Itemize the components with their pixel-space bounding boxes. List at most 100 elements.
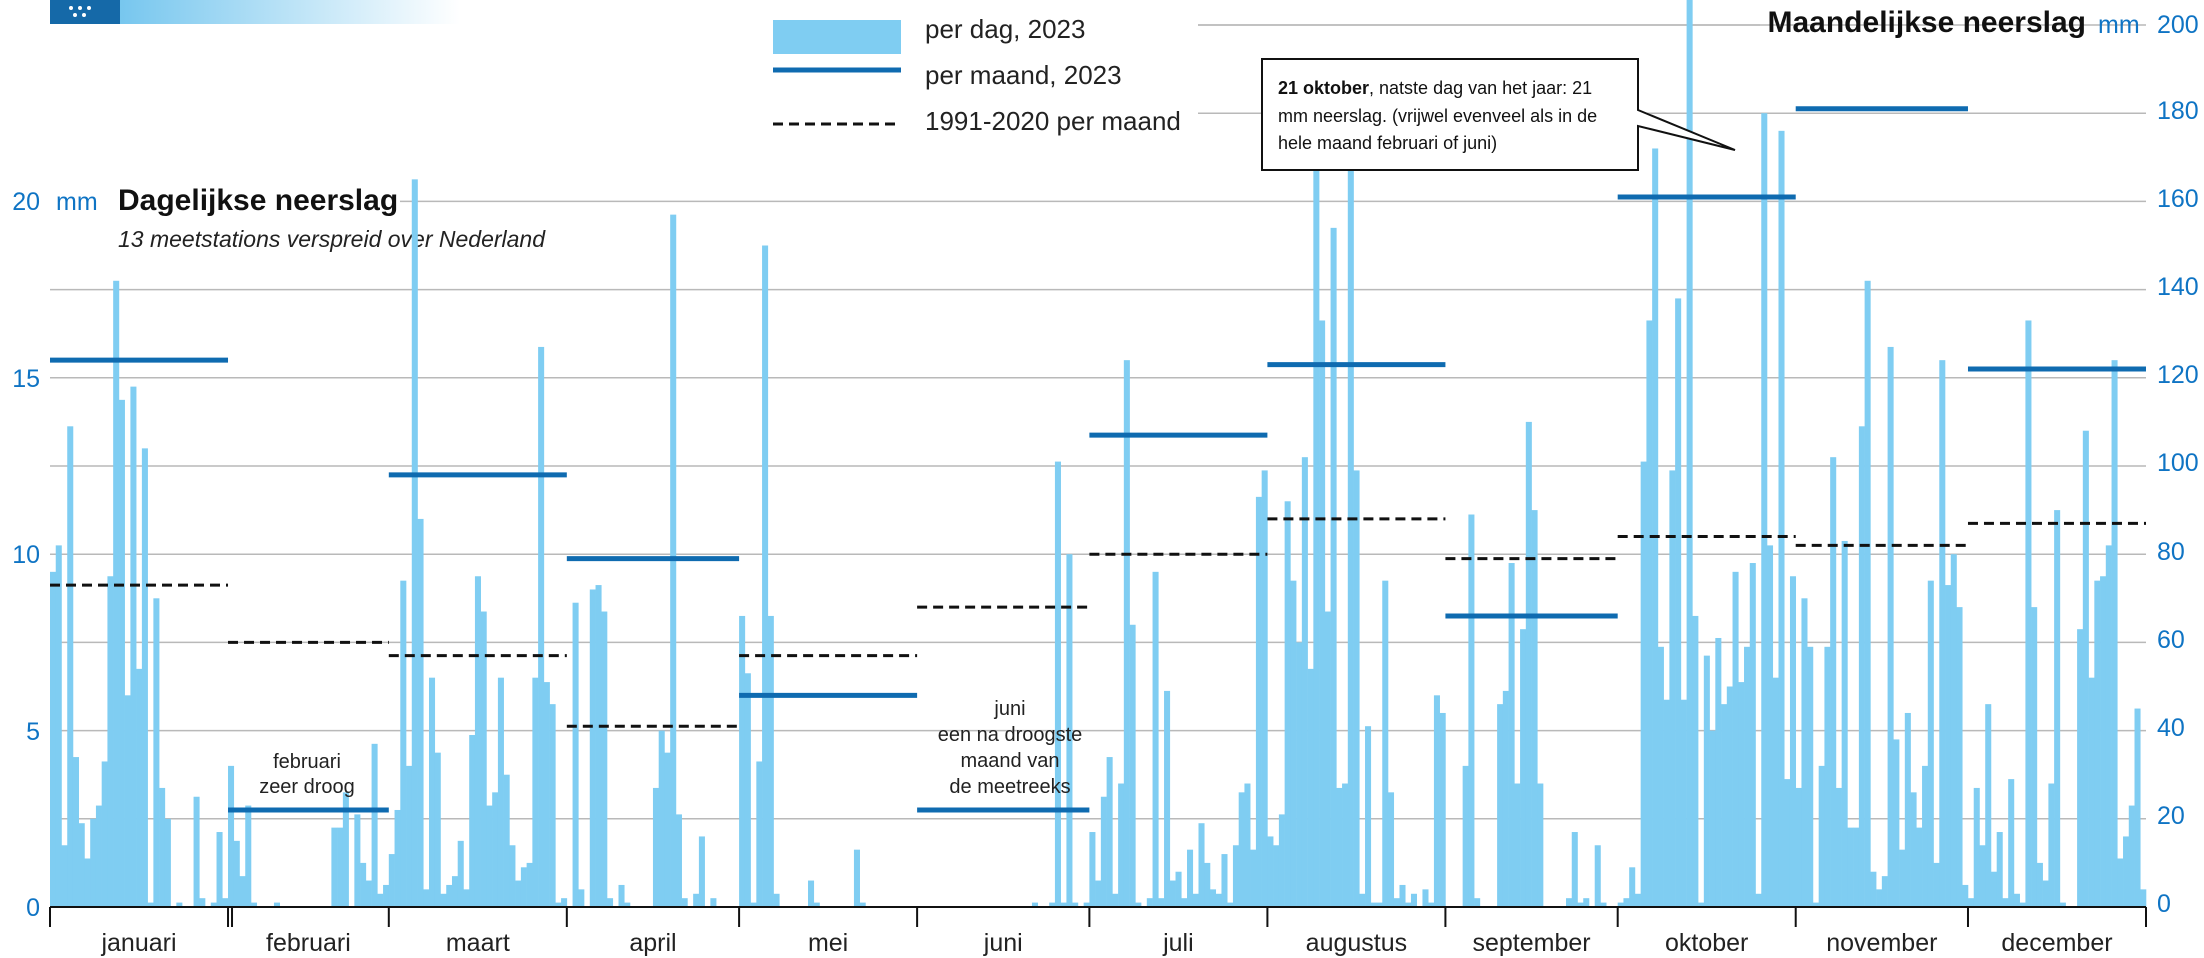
left-axis-subtitle: 13 meetstations verspreid over Nederland: [118, 226, 546, 252]
daily-bar: [1164, 690, 1171, 907]
callout-box: [1261, 58, 1736, 171]
daily-bar: [383, 884, 390, 907]
daily-bar: [2077, 629, 2084, 907]
daily-bar: [1910, 792, 1917, 907]
daily-bar: [2031, 607, 2038, 907]
daily-bar: [1410, 893, 1418, 907]
daily-bar: [2008, 779, 2015, 907]
legend-daily-swatch: [773, 20, 901, 54]
daily-bar: [147, 902, 154, 907]
daily-bar: [515, 880, 522, 907]
right-tick-label: 80: [2157, 538, 2185, 566]
daily-bar: [1571, 832, 1578, 907]
daily-bar: [1514, 783, 1521, 907]
daily-bar: [1187, 849, 1194, 907]
daily-bar: [2013, 893, 2020, 907]
daily-bar: [543, 682, 550, 907]
daily-bar: [474, 576, 481, 907]
daily-bar: [2123, 836, 2130, 907]
daily-bar: [164, 818, 171, 907]
note-juni-line: de meetreeks: [949, 776, 1070, 798]
daily-bar: [1818, 765, 1825, 907]
daily-bar: [55, 545, 62, 907]
daily-bar: [61, 845, 68, 907]
daily-bar: [710, 898, 717, 907]
daily-bar: [480, 611, 487, 907]
daily-bar: [1313, 144, 1320, 907]
daily-bar: [762, 245, 769, 907]
daily-bar: [354, 814, 361, 907]
daily-bar: [1204, 862, 1211, 907]
daily-bar: [1950, 554, 1957, 907]
daily-bar: [1916, 827, 1923, 907]
daily-bar: [1525, 421, 1532, 907]
daily-bar: [1175, 871, 1182, 907]
daily-bar: [1634, 893, 1641, 907]
daily-bar: [1680, 699, 1687, 907]
legend-daily-label: per dag, 2023: [925, 14, 1085, 44]
daily-bar: [2117, 858, 2124, 907]
month-label: december: [2001, 929, 2112, 957]
daily-bar: [440, 893, 447, 907]
daily-bar: [1922, 765, 1929, 907]
daily-bar: [90, 818, 97, 907]
daily-bar: [113, 280, 120, 907]
callout-line-2: mm neerslag. (vrijwel evenveel als in de: [1278, 106, 1597, 126]
daily-bar: [222, 898, 229, 907]
daily-bar: [538, 346, 545, 907]
daily-bar: [2100, 576, 2107, 907]
right-axis-ticks: 0 20 40 60 80 100 120 140 160 180 200: [2157, 11, 2199, 918]
daily-bar: [607, 898, 614, 907]
daily-bar: [756, 761, 763, 907]
daily-bar: [273, 902, 280, 907]
daily-bar: [1095, 880, 1102, 907]
daily-bar: [624, 902, 631, 907]
daily-bar: [1979, 845, 1986, 907]
legend: per dag, 2023 per maand, 2023 1991-2020 …: [773, 14, 1181, 136]
daily-bar: [469, 735, 476, 907]
daily-bar: [578, 889, 585, 907]
daily-bar: [193, 796, 200, 907]
month-label: augustus: [1306, 929, 1407, 957]
daily-bar: [239, 876, 246, 907]
daily-bar: [371, 743, 378, 907]
right-tick-label: 40: [2157, 714, 2185, 742]
daily-bar: [1301, 457, 1308, 907]
daily-bar: [681, 898, 688, 907]
daily-bar: [1284, 501, 1291, 907]
daily-bar: [1462, 765, 1469, 907]
note-februari-line: februari: [273, 751, 341, 773]
daily-bar: [1594, 845, 1601, 907]
daily-bar: [429, 677, 436, 907]
daily-bar: [561, 898, 568, 907]
daily-bar: [1072, 902, 1079, 907]
daily-bar: [463, 889, 470, 907]
daily-bar: [1749, 563, 1756, 907]
left-axis-ticks: 0 5 10 15 20: [12, 188, 40, 922]
daily-bar: [2140, 889, 2147, 907]
daily-bar: [1973, 787, 1980, 907]
daily-bar: [199, 898, 206, 907]
daily-bar: [50, 571, 57, 907]
daily-bar: [1135, 902, 1142, 907]
daily-bar: [1870, 871, 1877, 907]
daily-bar: [1439, 712, 1446, 907]
month-label: oktober: [1665, 929, 1748, 957]
note-juni: juni een na droogste maand van de meetre…: [938, 698, 1083, 798]
daily-bar: [118, 399, 125, 907]
daily-bar: [1347, 161, 1354, 907]
daily-bar: [1089, 832, 1096, 907]
daily-bar: [153, 598, 160, 907]
daily-bar: [1422, 889, 1429, 907]
callout-line-1: 21 oktober, natste dag van het jaar: 21: [1278, 78, 1592, 98]
daily-bar: [457, 840, 464, 907]
month-label: november: [1826, 929, 1937, 957]
daily-bar: [1703, 655, 1710, 907]
callout-wettest-day: 21 oktober, natste dag van het jaar: 21 …: [1261, 58, 1736, 171]
daily-bar: [1129, 624, 1136, 907]
daily-bar: [1761, 113, 1768, 907]
daily-bar: [1146, 898, 1153, 907]
daily-bar: [130, 386, 137, 907]
daily-bar: [1830, 457, 1837, 907]
daily-bar: [1319, 320, 1326, 908]
